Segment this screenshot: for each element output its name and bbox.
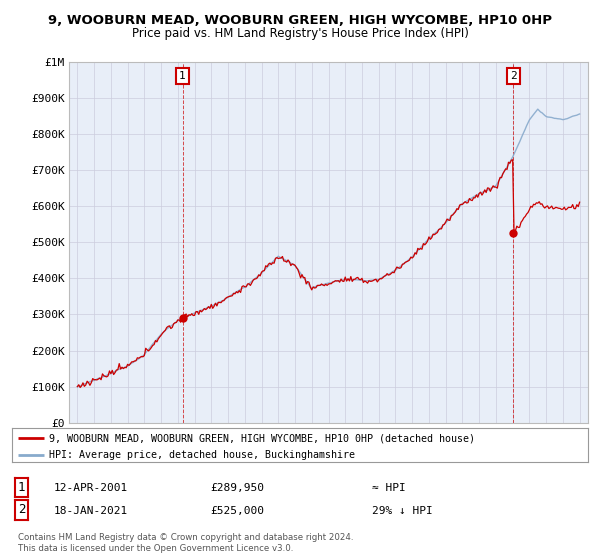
Text: 18-JAN-2021: 18-JAN-2021 <box>54 506 128 516</box>
Text: 2: 2 <box>510 71 517 81</box>
Text: 1: 1 <box>179 71 186 81</box>
Text: 29% ↓ HPI: 29% ↓ HPI <box>372 506 433 516</box>
Text: £525,000: £525,000 <box>210 506 264 516</box>
Text: 9, WOOBURN MEAD, WOOBURN GREEN, HIGH WYCOMBE, HP10 0HP (detached house): 9, WOOBURN MEAD, WOOBURN GREEN, HIGH WYC… <box>49 433 475 444</box>
Text: 12-APR-2001: 12-APR-2001 <box>54 483 128 493</box>
Text: £289,950: £289,950 <box>210 483 264 493</box>
Text: 9, WOOBURN MEAD, WOOBURN GREEN, HIGH WYCOMBE, HP10 0HP: 9, WOOBURN MEAD, WOOBURN GREEN, HIGH WYC… <box>48 14 552 27</box>
Text: ≈ HPI: ≈ HPI <box>372 483 406 493</box>
Text: HPI: Average price, detached house, Buckinghamshire: HPI: Average price, detached house, Buck… <box>49 450 355 460</box>
Text: Contains HM Land Registry data © Crown copyright and database right 2024.
This d: Contains HM Land Registry data © Crown c… <box>18 533 353 553</box>
Text: Price paid vs. HM Land Registry's House Price Index (HPI): Price paid vs. HM Land Registry's House … <box>131 27 469 40</box>
Text: 2: 2 <box>18 503 25 516</box>
Text: 1: 1 <box>18 481 25 494</box>
